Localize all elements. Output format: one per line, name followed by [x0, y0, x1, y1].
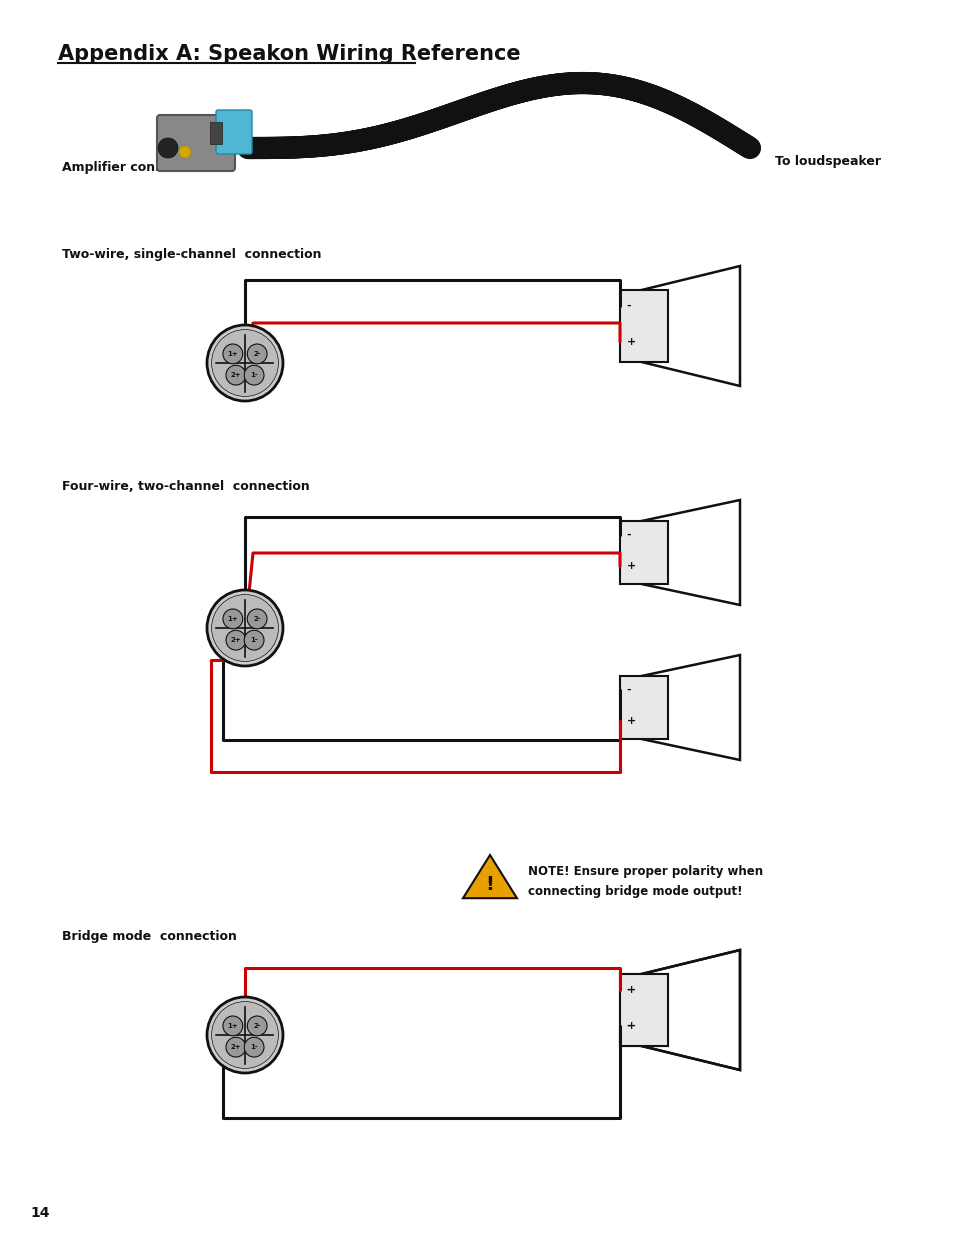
- Text: Two-wire, single-channel  connection: Two-wire, single-channel connection: [62, 248, 321, 261]
- Polygon shape: [462, 855, 517, 898]
- Bar: [619, 974, 667, 1046]
- Circle shape: [212, 594, 278, 662]
- Circle shape: [223, 345, 242, 364]
- Text: +: +: [626, 716, 635, 726]
- Text: Appendix A: Speakon Wiring Reference: Appendix A: Speakon Wiring Reference: [58, 44, 520, 64]
- Circle shape: [207, 325, 283, 401]
- Bar: [619, 676, 667, 739]
- Text: -: -: [626, 301, 631, 311]
- Text: NOTE! Ensure proper polarity when: NOTE! Ensure proper polarity when: [527, 866, 762, 878]
- Text: -: -: [626, 984, 631, 995]
- Circle shape: [212, 1002, 278, 1068]
- Text: To loudspeaker: To loudspeaker: [774, 156, 880, 168]
- Circle shape: [244, 366, 264, 385]
- Text: +: +: [626, 562, 635, 572]
- Text: connecting bridge mode output!: connecting bridge mode output!: [527, 885, 741, 899]
- Bar: [619, 290, 667, 362]
- Circle shape: [158, 138, 178, 158]
- Text: +: +: [626, 984, 635, 995]
- Circle shape: [247, 1016, 267, 1036]
- Circle shape: [207, 997, 283, 1073]
- Text: 2-: 2-: [253, 1023, 261, 1029]
- Circle shape: [244, 1037, 264, 1057]
- Text: !: !: [485, 876, 494, 894]
- Circle shape: [226, 630, 246, 650]
- Text: 1-: 1-: [250, 372, 257, 378]
- Circle shape: [207, 590, 283, 666]
- Text: 2+: 2+: [231, 637, 241, 643]
- Text: 2+: 2+: [231, 1044, 241, 1050]
- FancyBboxPatch shape: [157, 115, 234, 170]
- Text: 2-: 2-: [253, 351, 261, 357]
- Text: 14: 14: [30, 1207, 50, 1220]
- Text: +: +: [626, 337, 635, 347]
- Circle shape: [226, 1037, 246, 1057]
- Text: 1+: 1+: [227, 351, 238, 357]
- Bar: [619, 974, 667, 1046]
- Circle shape: [247, 609, 267, 629]
- Circle shape: [247, 345, 267, 364]
- Text: -: -: [626, 685, 631, 695]
- Text: -: -: [626, 530, 631, 540]
- FancyBboxPatch shape: [215, 110, 252, 154]
- Text: 1+: 1+: [227, 1023, 238, 1029]
- Text: Four-wire, two-channel  connection: Four-wire, two-channel connection: [62, 480, 310, 493]
- Circle shape: [223, 609, 242, 629]
- Text: Bridge mode  connection: Bridge mode connection: [62, 930, 236, 944]
- Bar: [619, 521, 667, 584]
- Text: 1+: 1+: [227, 616, 238, 622]
- Circle shape: [179, 146, 191, 158]
- Text: +: +: [626, 1021, 635, 1031]
- Text: Amplifier connection: Amplifier connection: [62, 162, 207, 174]
- Circle shape: [223, 1016, 242, 1036]
- Text: -: -: [626, 1021, 631, 1031]
- Bar: [210, 122, 222, 144]
- Text: 2-: 2-: [253, 616, 261, 622]
- Circle shape: [212, 330, 278, 396]
- Circle shape: [226, 366, 246, 385]
- Circle shape: [244, 630, 264, 650]
- Text: 2+: 2+: [231, 372, 241, 378]
- Text: 1-: 1-: [250, 1044, 257, 1050]
- Text: 1-: 1-: [250, 637, 257, 643]
